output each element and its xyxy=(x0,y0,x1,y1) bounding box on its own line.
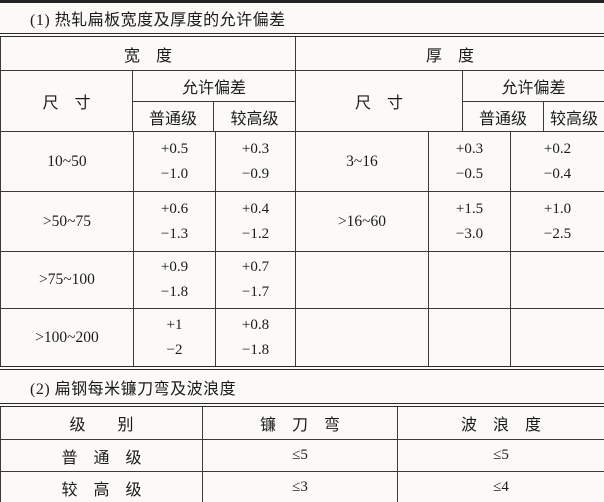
empty-cell xyxy=(428,251,511,309)
plus-value: +0.4 xyxy=(241,200,270,217)
plus-value: +0.6 xyxy=(160,200,189,217)
thickness-higher-deviation-cell: +0.2 −0.4 xyxy=(510,132,604,192)
empty-cell xyxy=(510,308,604,369)
thickness-higher-deviation-cell: +1.0 −2.5 xyxy=(510,191,604,252)
minus-value: −1.7 xyxy=(241,284,270,300)
empty-cell xyxy=(428,308,511,369)
plus-value: +0.2 xyxy=(543,140,572,157)
width-size-cell: >75~100 xyxy=(0,251,134,309)
width-ordinary-deviation-cell: +0.6 −1.3 xyxy=(133,191,216,252)
width-higher-deviation-cell: +0.3 −0.9 xyxy=(215,132,296,192)
minus-value: −0.4 xyxy=(543,165,572,182)
plus-value: +0.3 xyxy=(241,140,270,157)
table-row: 较 高 级 ≤3 ≤4 xyxy=(0,471,604,502)
thickness-size-cell xyxy=(295,308,429,369)
table-row: >100~200 +1 −2 +0.8 −1.8 xyxy=(0,308,604,369)
table-header-row: 级 别 镰 刀 弯 波 浪 度 xyxy=(0,404,604,440)
table-row: >75~100 +0.9 −1.8 +0.7 −1.7 xyxy=(0,251,604,309)
tolerance-table-header: 宽 度 厚 度 尺 寸 允许偏差 尺 寸 允许偏差 普通级 较高级 普通级 较高… xyxy=(0,33,604,132)
camber-value-cell: ≤3 xyxy=(202,471,398,502)
minus-value: −1.8 xyxy=(160,284,189,300)
plus-value: +1.5 xyxy=(455,200,484,217)
width-group-header: 宽 度 xyxy=(0,34,297,71)
minus-value: −2.5 xyxy=(543,225,572,242)
section2-title: (2) 扁钢每米镰刀弯及波浪度 xyxy=(30,380,237,398)
width-ordinary-deviation-cell: +1 −2 xyxy=(133,308,216,369)
width-ordinary-grade-header: 普通级 xyxy=(132,101,214,132)
plus-value: +0.7 xyxy=(241,259,270,275)
width-higher-deviation-cell: +0.4 −1.2 xyxy=(215,191,296,252)
width-size-cell: >50~75 xyxy=(0,191,134,252)
section1-title: (1) 热轧扁板宽度及厚度的允许偏差 xyxy=(30,12,286,29)
minus-value: −1.0 xyxy=(160,165,189,182)
thickness-ordinary-deviation-cell: +1.5 −3.0 xyxy=(428,191,511,252)
thickness-higher-grade-header: 较高级 xyxy=(543,101,604,132)
width-size-cell: >100~200 xyxy=(0,308,134,369)
tolerance-table-body: 10~50 +0.5 −1.0 +0.3 −0.9 3~16 +0.3 −0.5 +0… xyxy=(0,132,604,370)
plus-value: +0.8 xyxy=(241,316,270,333)
grade-cell: 较 高 级 xyxy=(0,471,203,502)
plus-value: +1.0 xyxy=(543,200,572,217)
thickness-ordinary-deviation-cell: +0.3 −0.5 xyxy=(428,132,511,192)
thickness-size-cell xyxy=(295,251,429,309)
minus-value: −0.5 xyxy=(455,165,484,182)
thickness-deviation-header: 允许偏差 xyxy=(462,70,604,102)
minus-value: −1.8 xyxy=(241,341,270,358)
width-size-header: 尺 寸 xyxy=(0,70,133,132)
camber-wave-table: 级 别 镰 刀 弯 波 浪 度 普 通 级 ≤5 ≤5 较 高 级 ≤3 ≤4 xyxy=(0,403,604,502)
grade-column-header: 级 别 xyxy=(0,404,203,440)
waviness-value-cell: ≤4 xyxy=(397,471,604,502)
minus-value: −1.3 xyxy=(160,225,189,242)
waviness-value-cell: ≤5 xyxy=(397,439,604,472)
thickness-size-cell: >16~60 xyxy=(295,191,429,252)
minus-value: −1.2 xyxy=(241,225,270,242)
plus-value: +0.9 xyxy=(160,259,189,275)
width-deviation-header: 允许偏差 xyxy=(131,70,297,102)
minus-value: −2 xyxy=(166,341,183,358)
thickness-size-header: 尺 寸 xyxy=(295,70,464,132)
thickness-group-header: 厚 度 xyxy=(295,34,604,71)
table-row: 10~50 +0.5 −1.0 +0.3 −0.9 3~16 +0.3 −0.5 +0… xyxy=(0,132,604,192)
width-higher-deviation-cell: +0.8 −1.8 xyxy=(215,308,296,369)
waviness-column-header: 波 浪 度 xyxy=(397,404,604,440)
width-ordinary-deviation-cell: +0.9 −1.8 xyxy=(133,251,216,309)
thickness-ordinary-grade-header: 普通级 xyxy=(462,101,545,132)
grade-cell: 普 通 级 xyxy=(0,439,203,472)
width-size-cell: 10~50 xyxy=(0,132,134,192)
empty-cell xyxy=(510,251,604,309)
width-higher-grade-header: 较高级 xyxy=(212,101,297,132)
minus-value: −0.9 xyxy=(241,165,270,182)
plus-value: +0.3 xyxy=(455,140,484,157)
thickness-size-cell: 3~16 xyxy=(295,132,429,192)
camber-value-cell: ≤5 xyxy=(202,439,398,472)
width-higher-deviation-cell: +0.7 −1.7 xyxy=(215,251,296,309)
plus-value: +1 xyxy=(166,316,183,333)
table-row: 普 通 级 ≤5 ≤5 xyxy=(0,439,604,472)
minus-value: −3.0 xyxy=(455,225,484,242)
plus-value: +0.5 xyxy=(160,140,189,157)
camber-column-header: 镰 刀 弯 xyxy=(202,404,398,440)
width-ordinary-deviation-cell: +0.5 −1.0 xyxy=(133,132,216,192)
table-row: >50~75 +0.6 −1.3 +0.4 −1.2 >16~60 +1.5 −3.0… xyxy=(0,191,604,252)
